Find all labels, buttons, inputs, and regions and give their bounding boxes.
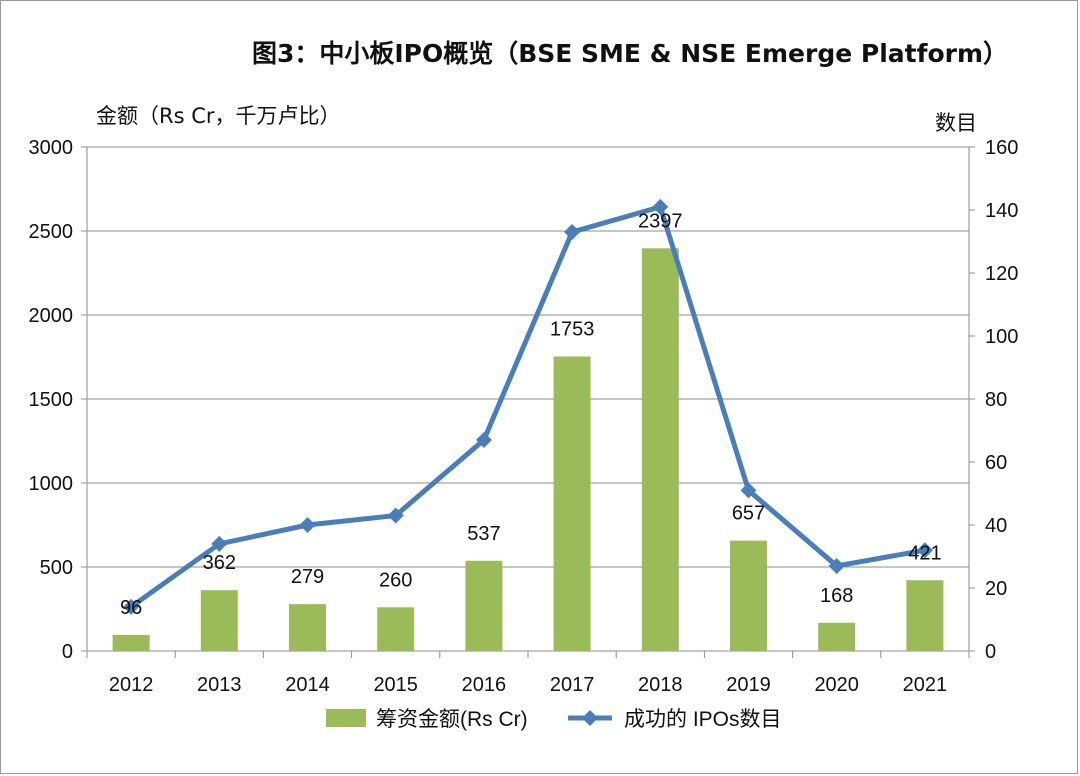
y-left-tick-label: 1000 [29,473,74,495]
y-left-tick-label: 2000 [29,305,74,327]
x-tick-label: 2017 [550,674,595,696]
bar-data-label: 260 [379,569,412,591]
bar [377,607,415,651]
legend-label-funds: 筹资金额(Rs Cr) [376,708,528,731]
ipo-count-marker [475,431,492,448]
legend-marker-ipos [582,710,598,726]
y-right-tick-label: 120 [985,263,1018,285]
x-tick-label: 2013 [197,674,242,696]
bar [465,560,503,651]
bar-data-label: 537 [467,523,500,545]
bar-data-label: 362 [203,552,236,574]
y-right-tick-label: 0 [985,641,996,663]
y-left-tick-label: 0 [62,641,73,663]
bar-data-label: 96 [120,597,142,619]
y-right-tick-label: 40 [985,515,1007,537]
bar-data-label: 1753 [550,318,595,340]
bar [289,604,326,651]
x-tick-label: 2019 [726,674,771,696]
bar [112,634,150,651]
y-left-tick-label: 500 [40,557,73,579]
bar-data-label: 657 [732,503,765,525]
y-right-tick-label: 140 [985,200,1018,222]
bar-data-label: 421 [908,542,941,564]
y-right-tick-label: 100 [985,326,1018,348]
bar [730,540,767,651]
bar [641,248,679,651]
y-right-tick-label: 60 [985,452,1007,474]
ipo-count-marker [211,535,228,552]
x-tick-label: 2016 [462,674,507,696]
ipo-count-marker [828,557,845,574]
y-right-tick-label: 80 [985,389,1007,411]
x-tick-label: 2014 [285,674,330,696]
ipo-count-marker [916,542,933,559]
y-axis-left-label: 金额（Rs Cr，千万卢比） [96,104,341,128]
bar [553,356,591,651]
y-axis-right-label: 数目 [935,111,977,135]
ipo-count-marker [299,517,316,533]
y-right-tick-label: 20 [985,578,1007,600]
legend-label-ipos: 成功的 IPOs数目 [624,708,782,731]
legend-swatch-funds [326,709,366,727]
x-tick-label: 2018 [638,674,683,696]
ipo-count-marker [740,482,757,499]
bar-data-label: 279 [291,566,324,588]
bar [818,622,856,651]
y-left-tick-label: 1500 [29,389,74,411]
ipo-count-marker [387,507,404,524]
bar [906,580,944,651]
ipo-count-marker [652,198,669,215]
y-left-tick-label: 2500 [29,221,74,243]
ipo-count-line [129,204,926,609]
bar [200,590,238,651]
bar-data-label: 168 [820,585,853,607]
ipo-count-marker [123,598,140,615]
x-tick-label: 2015 [373,674,418,696]
y-right-tick-label: 160 [985,137,1018,159]
x-tick-label: 2021 [903,674,948,696]
x-tick-label: 2020 [814,674,859,696]
ipo-count-marker [564,224,581,241]
bar-data-label: 2397 [638,210,683,232]
x-tick-label: 2012 [109,674,154,696]
y-left-tick-label: 3000 [29,137,74,159]
chart-title: 图3：中小板IPO概览（BSE SME & NSE Emerge Platfor… [251,39,1009,68]
